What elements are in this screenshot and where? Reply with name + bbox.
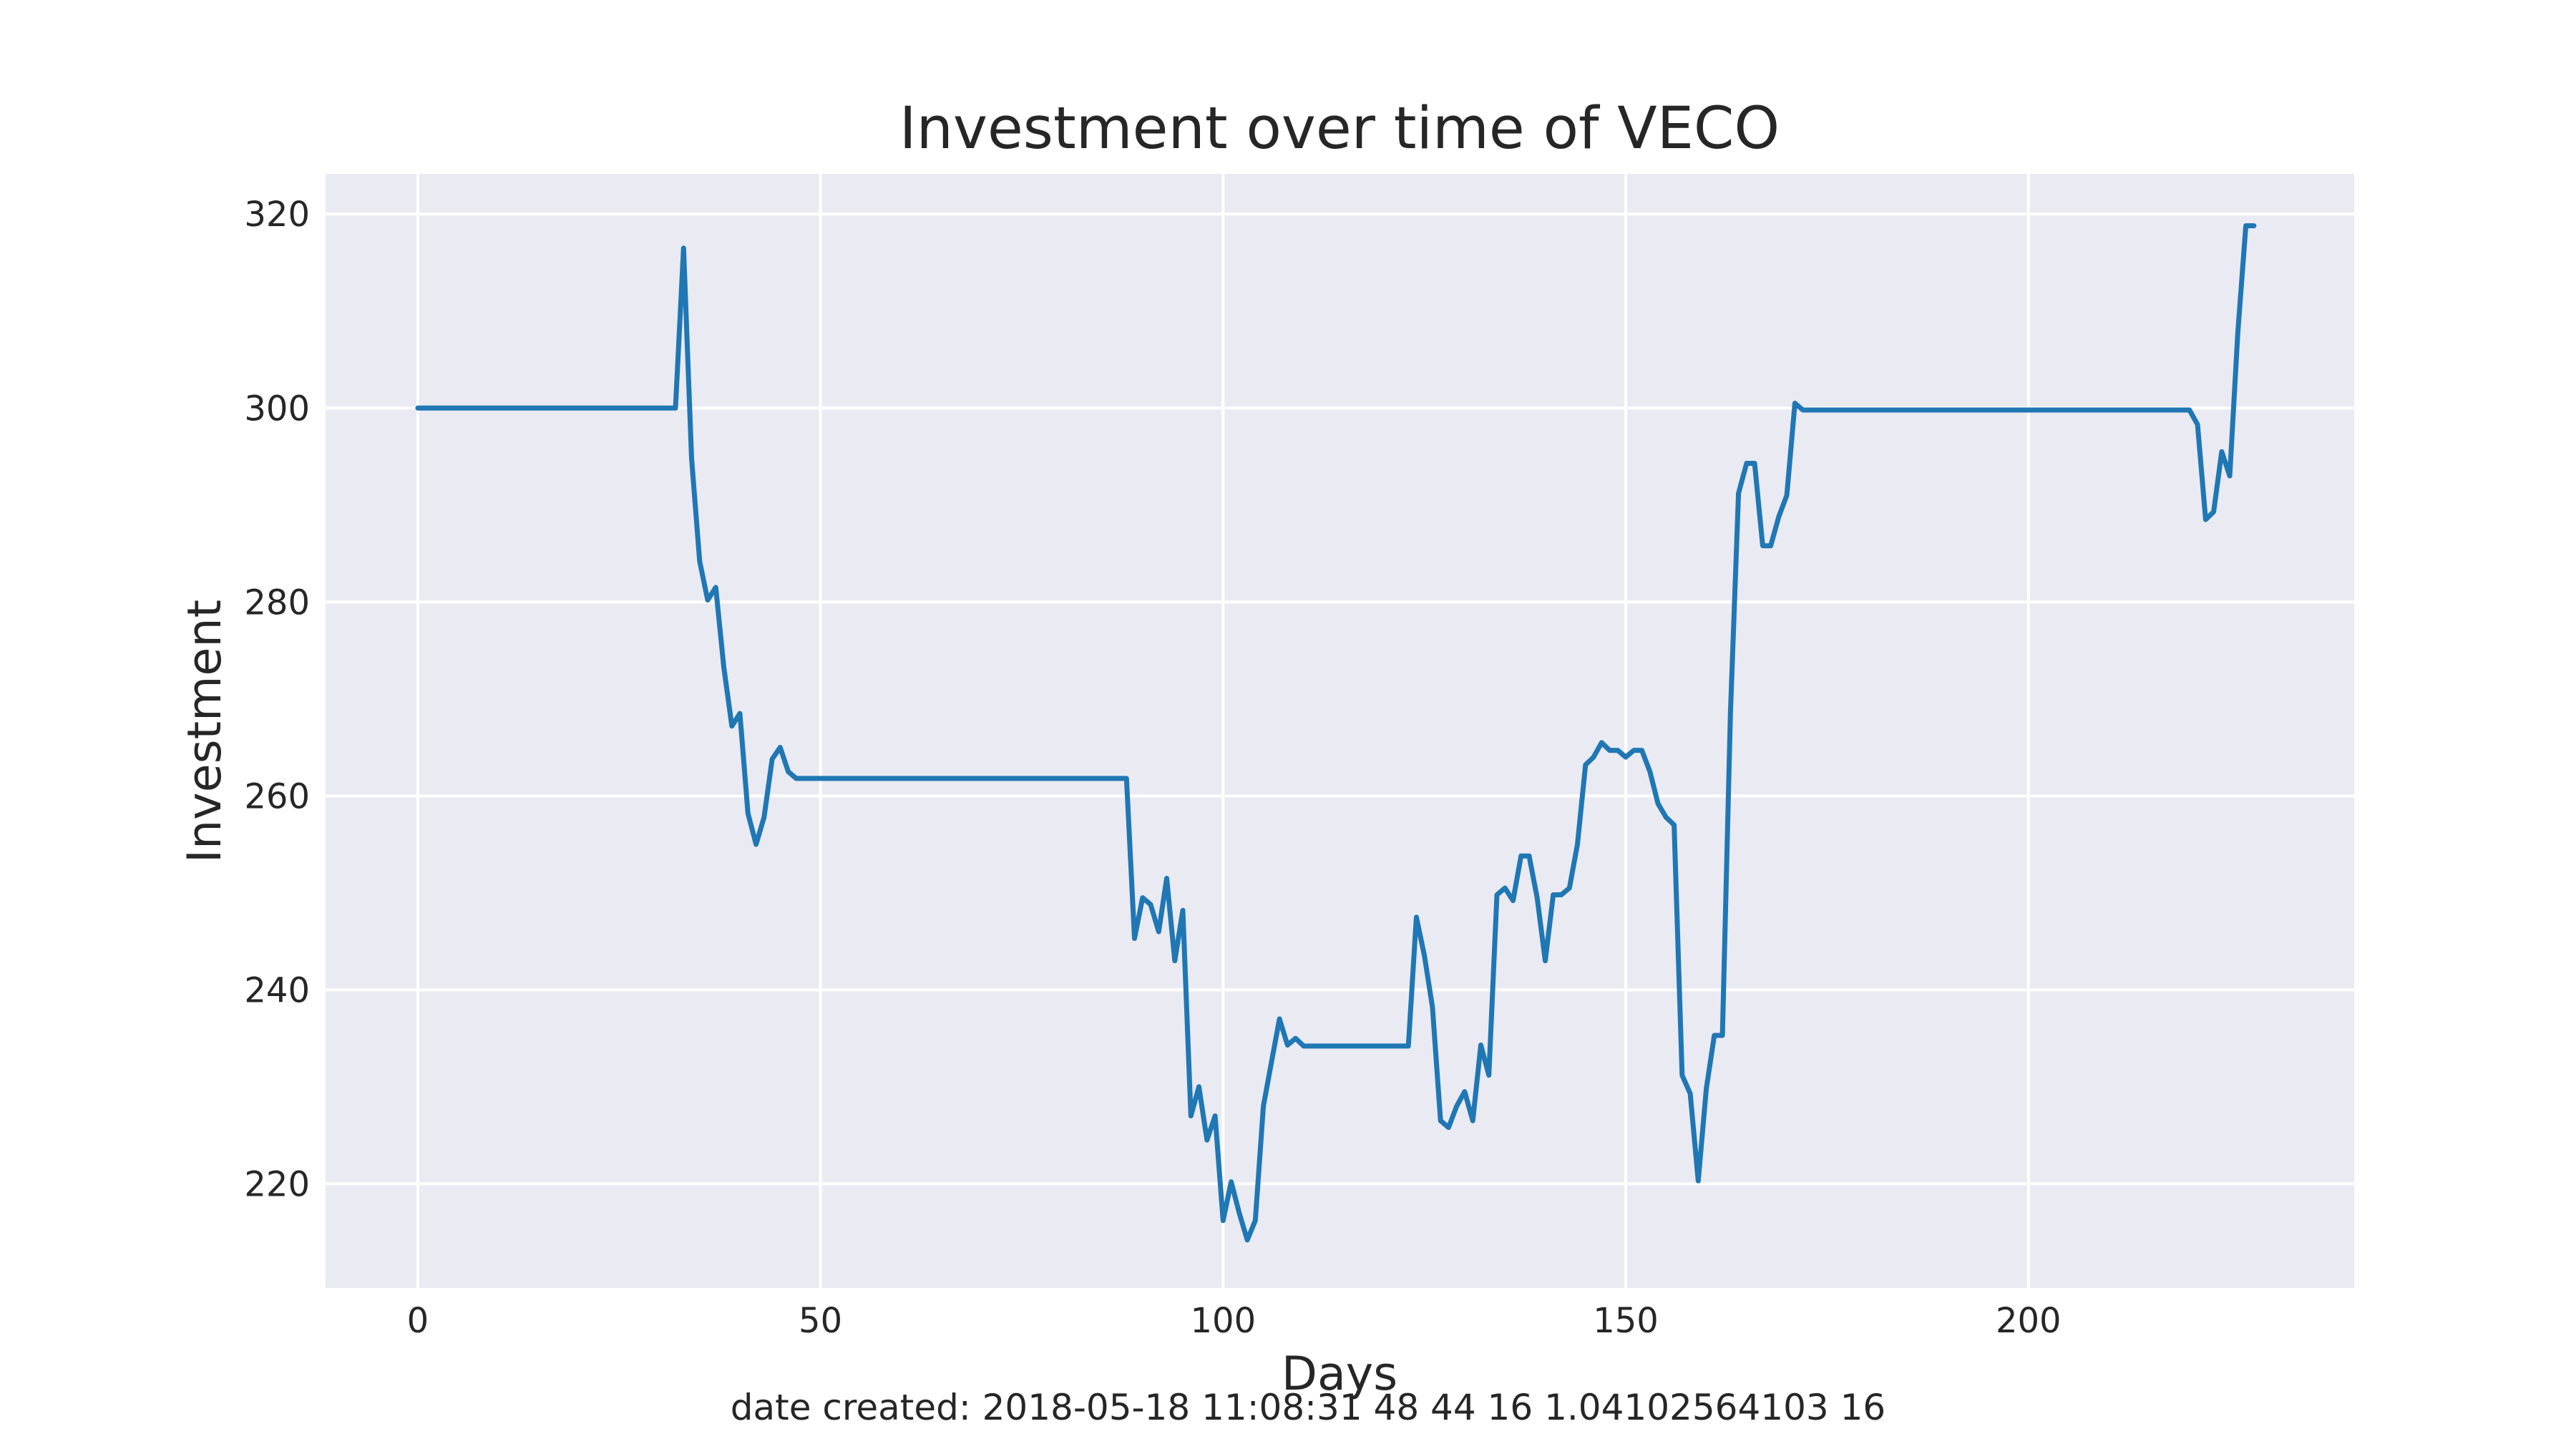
series-layer <box>415 223 2257 1243</box>
x-tick-label: 150 <box>1593 1301 1659 1341</box>
date-created-footer: date created: 2018-05-18 11:08:31 48 44 … <box>731 1387 1885 1428</box>
chart-title: Investment over time of VECO <box>899 95 1780 162</box>
y-tick-label: 260 <box>244 776 310 816</box>
x-tick-label: 200 <box>1996 1301 2062 1341</box>
x-tick-label: 50 <box>799 1301 842 1341</box>
y-axis-label: Investment <box>178 600 232 863</box>
plot-background <box>326 174 2354 1288</box>
y-tick-label: 300 <box>244 389 310 429</box>
x-tick-label: 100 <box>1190 1301 1256 1341</box>
x-tick-label: 0 <box>407 1301 429 1341</box>
y-tick-label: 280 <box>244 582 310 623</box>
y-tick-label: 220 <box>244 1164 310 1204</box>
y-tick-label: 240 <box>244 970 310 1010</box>
y-tick-label: 320 <box>244 195 310 235</box>
x-axis-label: Days <box>1282 1347 1397 1401</box>
investment-series-line <box>415 223 2257 1243</box>
tick-labels: 0 50 100 150 200 220 240 260 280 300 320 <box>244 195 2061 1341</box>
